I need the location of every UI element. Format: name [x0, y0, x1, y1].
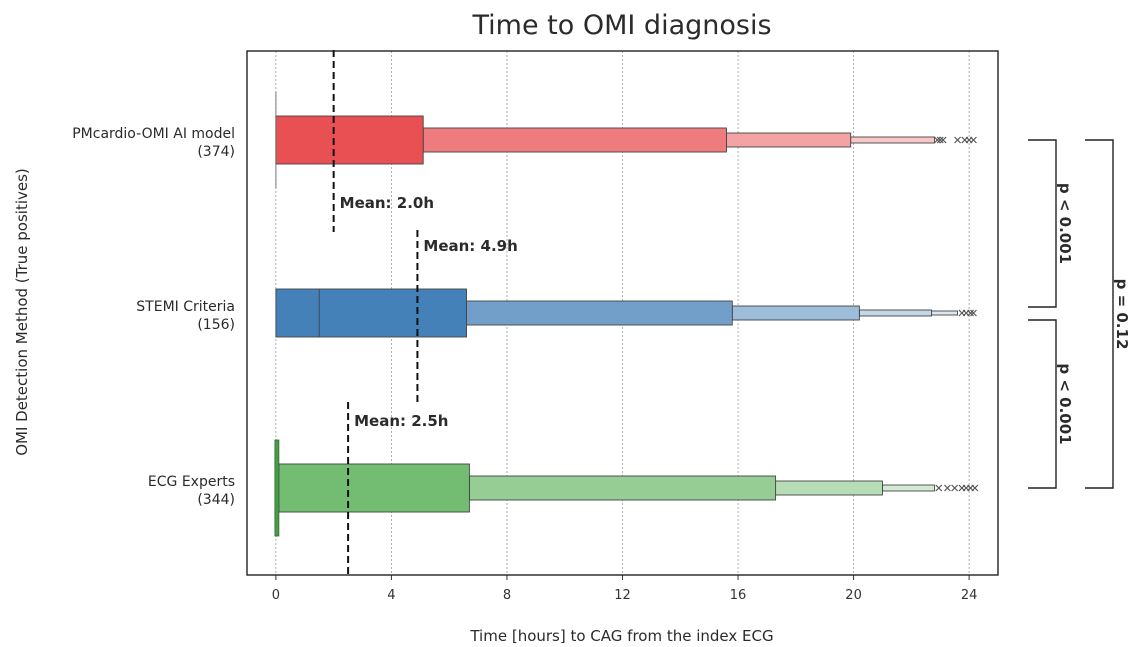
significance-annotations: p < 0.001 p < 0.001 p = 0.12 [1028, 139, 1131, 489]
boxen-box [468, 475, 777, 501]
p-value-label: p < 0.001 [1056, 183, 1074, 264]
outlier-marker [936, 136, 944, 144]
boxen-box [882, 484, 935, 492]
y-axis-label: OMI Detection Method (True positives) [13, 168, 31, 456]
significance-bracket [1085, 139, 1114, 489]
x-tick-label: 8 [503, 588, 511, 603]
y-category-count: (374) [197, 144, 235, 160]
p-value-label: p = 0.12 [1113, 279, 1131, 350]
boxen-box [931, 310, 959, 316]
y-category-count: (156) [197, 317, 235, 333]
mean-label: Mean: 2.0h [340, 194, 434, 212]
boxen-box [278, 463, 470, 513]
boxen-box [850, 136, 935, 144]
outlier-marker [944, 484, 951, 492]
plot-frame [246, 50, 999, 576]
boxen-box [422, 127, 727, 153]
boxen-box [275, 288, 467, 338]
outlier-marker [970, 136, 977, 144]
significance-bracket [1028, 139, 1057, 308]
x-axis-label: Time [hours] to CAG from the index ECG [469, 627, 773, 645]
x-tick-label: 4 [387, 588, 395, 603]
mean-label: Mean: 2.5h [354, 412, 448, 430]
x-tick-label: 16 [730, 588, 747, 603]
chart-title: Time to OMI diagnosis [471, 10, 771, 41]
boxen-box [858, 309, 933, 317]
x-tick-label: 20 [845, 588, 862, 603]
outlier-marker [935, 484, 943, 492]
y-category-label: PMcardio-OMI AI model [72, 126, 235, 142]
outlier-marker [939, 136, 947, 144]
outlier-marker [970, 309, 977, 317]
mean-label: Mean: 4.9h [423, 237, 517, 255]
significance-bracket [1028, 319, 1057, 489]
boxen-box [731, 305, 860, 321]
x-tick-label: 12 [614, 588, 631, 603]
boxen-box [726, 132, 852, 148]
outlier-marker [971, 484, 979, 492]
outlier-marker [967, 309, 974, 317]
y-category-label: ECG Experts [148, 474, 235, 490]
outlier-marker [933, 136, 941, 144]
plot-area: 0 4 8 12 16 20 24 PMcardio-OMI AI model (374) STE… [72, 50, 999, 603]
y-category-label: STEMI Criteria [136, 299, 235, 315]
outlier-marker [951, 484, 959, 492]
whisker-bar [274, 439, 280, 537]
x-tick-label: 24 [961, 588, 978, 603]
x-tick-label: 0 [272, 588, 280, 603]
boxen-box [466, 300, 733, 326]
boxen-box [775, 480, 883, 496]
boxen-box [275, 115, 424, 165]
y-category-count: (344) [197, 492, 235, 508]
p-value-label: p < 0.001 [1056, 363, 1074, 444]
outlier-marker [954, 136, 961, 144]
